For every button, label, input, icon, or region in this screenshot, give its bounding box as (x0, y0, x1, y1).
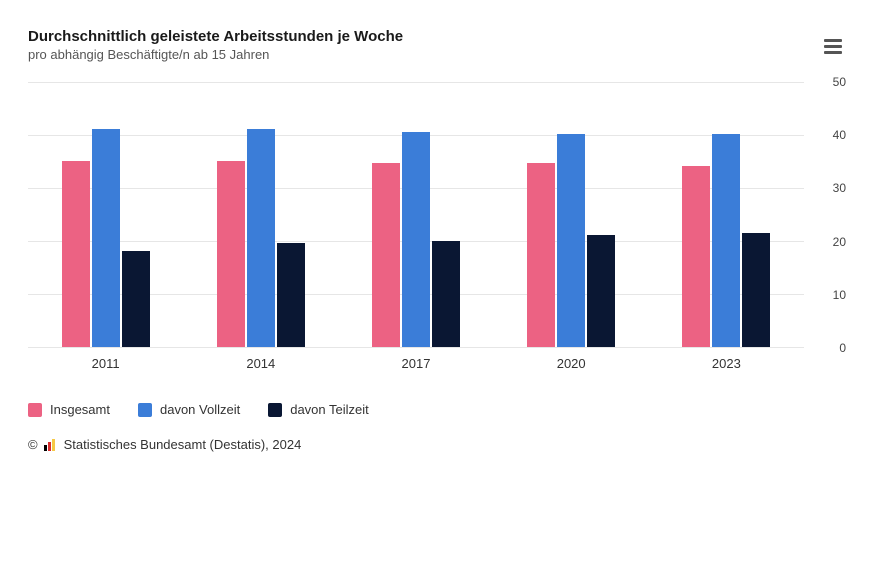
x-tick-label: 2011 (92, 356, 120, 371)
bar[interactable] (217, 161, 245, 347)
bar[interactable] (92, 129, 120, 347)
bar[interactable] (247, 129, 275, 347)
y-tick-label: 0 (839, 341, 846, 355)
chart-title: Durchschnittlich geleistete Arbeitsstund… (28, 28, 852, 45)
bar[interactable] (712, 134, 740, 347)
legend-label: davon Vollzeit (160, 402, 240, 417)
gridline (28, 82, 804, 83)
bar[interactable] (402, 132, 430, 347)
bar[interactable] (432, 241, 460, 347)
chart-subtitle: pro abhängig Beschäftigte/n ab 15 Jahren (28, 47, 852, 62)
bar[interactable] (62, 161, 90, 347)
legend-item[interactable]: Insgesamt (28, 402, 110, 417)
bar[interactable] (587, 235, 615, 347)
bar-group (217, 129, 305, 347)
chart-container: Durchschnittlich geleistete Arbeitsstund… (0, 0, 870, 580)
bar-group (62, 129, 150, 347)
bar[interactable] (682, 166, 710, 347)
legend-label: Insgesamt (50, 402, 110, 417)
chart-plot-area: 0 10 20 30 40 50 2011 2014 2017 2020 2023 (28, 76, 852, 376)
y-tick-label: 30 (833, 181, 846, 195)
x-tick-label: 2023 (712, 356, 741, 371)
bar-group (527, 134, 615, 347)
hamburger-menu-icon[interactable] (820, 32, 846, 61)
y-tick-label: 20 (833, 235, 846, 249)
destatis-logo-icon (44, 439, 58, 451)
legend: Insgesamt davon Vollzeit davon Teilzeit (28, 402, 852, 417)
bar[interactable] (122, 251, 150, 347)
chart-header: Durchschnittlich geleistete Arbeitsstund… (28, 28, 852, 62)
x-tick-label: 2020 (557, 356, 586, 371)
bar[interactable] (372, 163, 400, 347)
attribution-text: Statistisches Bundesamt (Destatis), 2024 (64, 437, 302, 452)
bar[interactable] (277, 243, 305, 347)
bar-group (682, 134, 770, 347)
copyright-prefix: © (28, 437, 38, 452)
attribution: © Statistisches Bundesamt (Destatis), 20… (28, 437, 852, 452)
y-tick-label: 50 (833, 75, 846, 89)
legend-label: davon Teilzeit (290, 402, 369, 417)
legend-item[interactable]: davon Vollzeit (138, 402, 240, 417)
legend-item[interactable]: davon Teilzeit (268, 402, 369, 417)
x-tick-label: 2017 (402, 356, 431, 371)
x-tick-label: 2014 (246, 356, 275, 371)
gridline (28, 347, 804, 348)
legend-swatch (138, 403, 152, 417)
y-axis: 01020304050 (808, 82, 852, 348)
bar[interactable] (742, 233, 770, 347)
legend-swatch (268, 403, 282, 417)
x-axis: 2011 2014 2017 2020 2023 (28, 352, 804, 376)
bar[interactable] (557, 134, 585, 347)
legend-swatch (28, 403, 42, 417)
bar-group (372, 132, 460, 347)
bar[interactable] (527, 163, 555, 347)
y-tick-label: 10 (833, 288, 846, 302)
y-tick-label: 40 (833, 128, 846, 142)
